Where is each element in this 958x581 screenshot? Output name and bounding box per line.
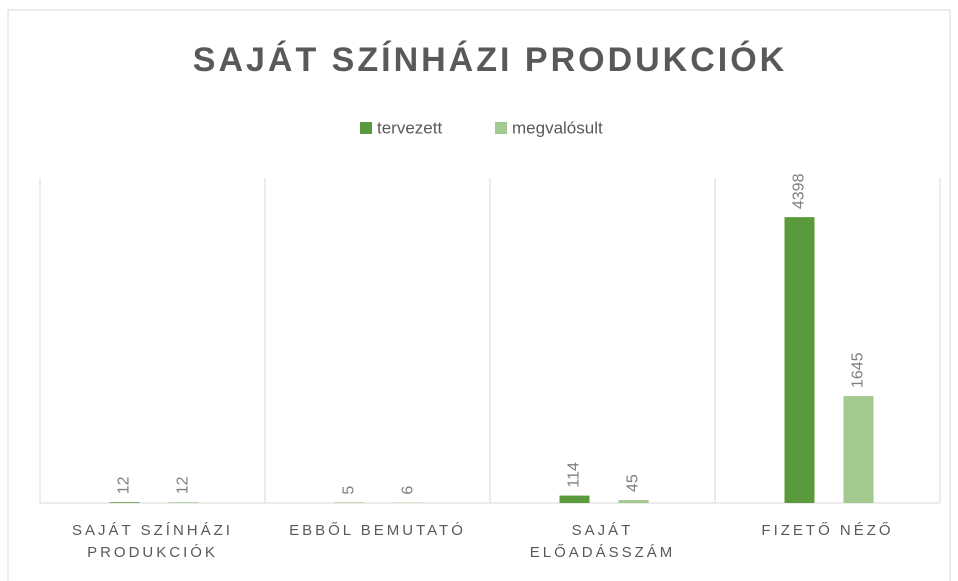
- x-tick-label: SAJÁT ELŐADÁSSZÁM: [529, 522, 676, 561]
- data-label: 1645: [850, 352, 867, 388]
- x-tick-label: SAJÁT SZÍNHÁZI PRODUKCIÓK: [72, 522, 233, 561]
- legend-swatch: [495, 122, 507, 134]
- data-label: 12: [175, 476, 192, 494]
- data-label: 6: [400, 486, 417, 495]
- data-label: 114: [566, 462, 583, 488]
- bar: [618, 500, 649, 503]
- legend-label: megvalósult: [512, 118, 603, 137]
- data-label: 45: [625, 474, 642, 492]
- data-label: 12: [116, 476, 133, 494]
- bar: [784, 217, 815, 503]
- data-label: 5: [341, 486, 358, 495]
- x-tick-label: FIZETŐ NÉZŐ: [761, 522, 894, 539]
- x-tick-label: EBBŐL BEMUTATÓ: [289, 522, 466, 539]
- chart-title: SAJÁT SZÍNHÁZI PRODUKCIÓK: [193, 41, 787, 79]
- data-label: 4398: [791, 173, 808, 209]
- bar: [109, 502, 140, 503]
- bar: [168, 502, 199, 503]
- legend-swatch: [360, 122, 372, 134]
- bar: [559, 495, 590, 503]
- bar: [843, 396, 874, 503]
- legend-label: tervezett: [377, 118, 442, 137]
- chart-border: [7, 9, 951, 581]
